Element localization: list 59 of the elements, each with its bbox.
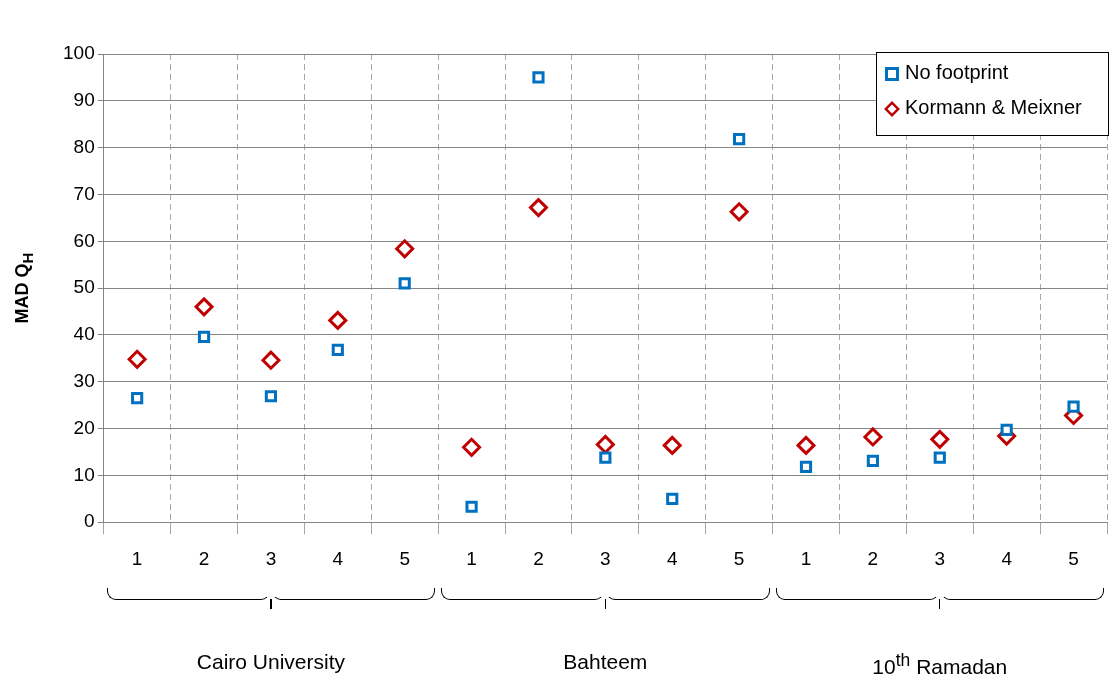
point [599,451,612,464]
x-tick-label: 4 [1001,547,1013,569]
text: 10$^{th}$ Ramadan [872,650,1008,677]
point [796,435,816,455]
point [194,297,214,317]
x-tick-label: 5 [399,547,410,569]
point [395,239,415,259]
y-tick-label: 0 [84,510,95,532]
point [1067,400,1080,413]
point [197,330,211,343]
x-tick-label: 5 [733,547,745,569]
point [127,349,147,369]
point [331,343,344,356]
x-tick-label: 5 [1068,547,1079,569]
point [799,460,813,474]
text: Cairo University [196,650,346,675]
point [733,133,746,146]
point [666,492,679,505]
y-tick-label: 100 [63,42,95,64]
point [465,500,478,513]
point [863,427,883,447]
x-tick-label: 4 [666,547,678,569]
text: Bahteem [563,650,648,675]
point [264,390,278,403]
point [866,454,879,467]
point [729,202,749,222]
x-tick-label: 3 [934,547,946,569]
point [528,198,548,218]
x-tick-label: 1 [131,547,143,569]
y-tick-label: 80 [73,135,95,157]
point [398,277,411,290]
x-tick-label: 2 [867,547,879,569]
x-tick-label: 1 [466,547,477,569]
point [1000,423,1013,437]
x-tick-label: 3 [600,547,611,569]
y-tick-label: 90 [73,89,95,111]
point [328,310,348,330]
point [532,71,545,84]
y-tick-label: 60 [73,229,95,251]
point [462,437,482,457]
y-tick-label: 50 [73,276,95,298]
point [131,392,144,405]
y-tick-label: 20 [73,416,95,438]
legend-label: No footprint [905,61,1009,84]
x-tick-label: 2 [198,547,210,569]
y-tick-label: 30 [73,369,95,391]
x-tick-label: 2 [533,547,544,569]
point [933,451,946,464]
y-tick-label: 70 [73,182,95,204]
x-tick-label: 1 [800,547,812,569]
point [662,435,682,455]
x-tick-label: 4 [332,547,344,569]
point [595,434,615,454]
x-tick-label: 3 [265,547,277,569]
point [930,429,950,449]
point [261,350,281,370]
y-tick-label: 10 [73,463,95,485]
y-tick-label: 40 [73,323,95,345]
legend-label: Kormann & Meixner [905,96,1082,119]
